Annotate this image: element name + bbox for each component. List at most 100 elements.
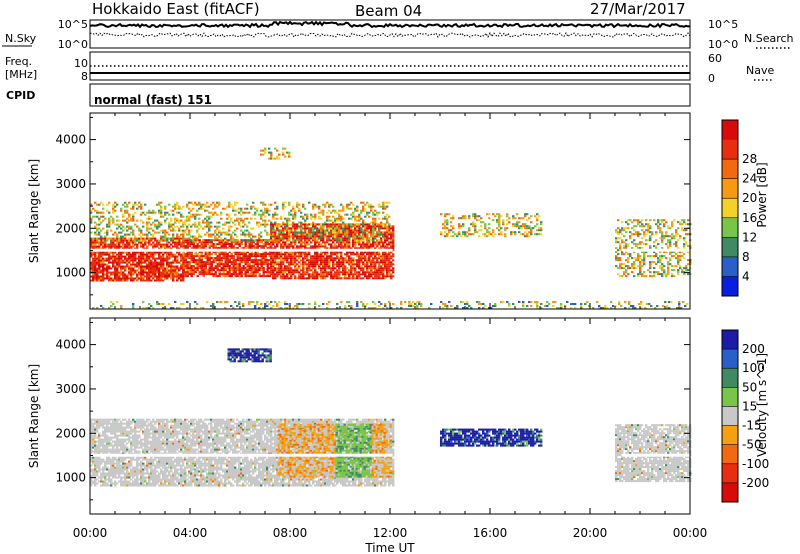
power-cell: [122, 225, 125, 228]
power-cell: [264, 261, 267, 264]
power-cell: [282, 201, 285, 204]
power-cell: [468, 215, 471, 218]
power-cell: [679, 267, 682, 270]
power-cell: [334, 247, 337, 250]
power-cell: [190, 251, 193, 254]
power-cell: [619, 263, 622, 266]
power-cell: [138, 239, 141, 242]
power-cell: [130, 245, 133, 248]
power-cell: [228, 273, 231, 276]
power-cell: [212, 251, 215, 254]
power-cell: [146, 235, 149, 238]
power-cell: [302, 263, 305, 266]
power-cell: [324, 265, 327, 268]
power-cell: [272, 273, 275, 276]
power-cell: [320, 253, 323, 256]
power-cell: [118, 279, 121, 282]
power-cell: [168, 203, 171, 206]
power-cell: [352, 237, 355, 240]
power-cell: [384, 275, 387, 278]
power-cell: [354, 231, 357, 234]
power-cell: [178, 227, 181, 230]
power-cell: [304, 245, 307, 248]
power-cell: [240, 207, 243, 210]
power-cell: [110, 247, 113, 250]
power-cell: [114, 269, 117, 272]
power-cell: [200, 247, 203, 250]
power-cell: [128, 257, 131, 260]
power-cell: [681, 219, 684, 222]
power-cell: [619, 265, 622, 268]
power-cell: [354, 209, 357, 212]
power-cell: [450, 305, 453, 307]
power-cell: [248, 267, 251, 270]
power-cell: [206, 241, 209, 244]
power-cell: [250, 275, 253, 278]
power-cell: [364, 229, 367, 232]
power-cell: [270, 271, 273, 274]
power-cell: [661, 267, 664, 270]
power-cell: [390, 261, 393, 264]
power-cell: [619, 257, 622, 260]
power-cell: [138, 227, 141, 230]
power-cell: [160, 277, 163, 280]
power-cell: [560, 305, 563, 307]
power-cell: [236, 241, 239, 244]
power-cell: [90, 209, 93, 212]
power-cell: [400, 301, 403, 303]
power-cell: [172, 233, 175, 236]
power-cell: [294, 225, 297, 228]
power-cell: [330, 255, 333, 258]
power-cell: [170, 251, 173, 254]
power-cell: [588, 305, 591, 307]
power-cell: [132, 303, 135, 305]
power-cell: [182, 303, 185, 305]
power-cell: [226, 255, 229, 258]
power-cell: [272, 305, 275, 307]
power-cell: [454, 307, 457, 309]
power-cell: [679, 221, 682, 224]
power-cell: [228, 205, 231, 208]
power-cell: [146, 257, 149, 260]
power-cell: [356, 301, 359, 303]
power-cell: [136, 219, 139, 222]
power-cell: [98, 269, 101, 272]
power-cell: [372, 243, 375, 246]
power-cell: [344, 265, 347, 268]
power-cell: [244, 275, 247, 278]
power-cell: [90, 243, 93, 246]
power-cell: [248, 269, 251, 272]
power-cell: [512, 215, 515, 218]
power-cell: [637, 247, 640, 250]
power-cell: [637, 231, 640, 234]
power-cell: [174, 217, 177, 220]
power-cell: [486, 213, 489, 216]
power-cell: [182, 241, 185, 244]
power-cell: [174, 225, 177, 228]
power-cell: [264, 147, 267, 150]
power-cell: [94, 247, 97, 250]
power-cell: [623, 241, 626, 244]
power-cell: [270, 229, 273, 232]
power-cell: [264, 225, 267, 228]
power-cell: [358, 265, 361, 268]
power-cell: [284, 267, 287, 270]
power-cell: [298, 255, 301, 258]
power-cell: [314, 239, 317, 242]
power-cell: [312, 203, 315, 206]
power-cell: [220, 261, 223, 264]
power-cell: [186, 255, 189, 258]
power-cell: [98, 279, 101, 282]
power-cell: [346, 261, 349, 264]
power-cell: [124, 275, 127, 278]
power-cell: [362, 231, 365, 234]
power-cell: [338, 257, 341, 260]
power-cell: [268, 239, 271, 242]
power-cell: [150, 255, 153, 258]
power-cell: [286, 229, 289, 232]
power-cell: [96, 223, 99, 226]
power-cell: [524, 227, 527, 230]
power-cell: [288, 151, 291, 154]
power-cell: [296, 237, 299, 240]
power-cell: [94, 239, 97, 242]
